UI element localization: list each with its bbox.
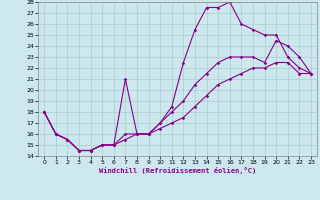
X-axis label: Windchill (Refroidissement éolien,°C): Windchill (Refroidissement éolien,°C) xyxy=(99,167,256,174)
